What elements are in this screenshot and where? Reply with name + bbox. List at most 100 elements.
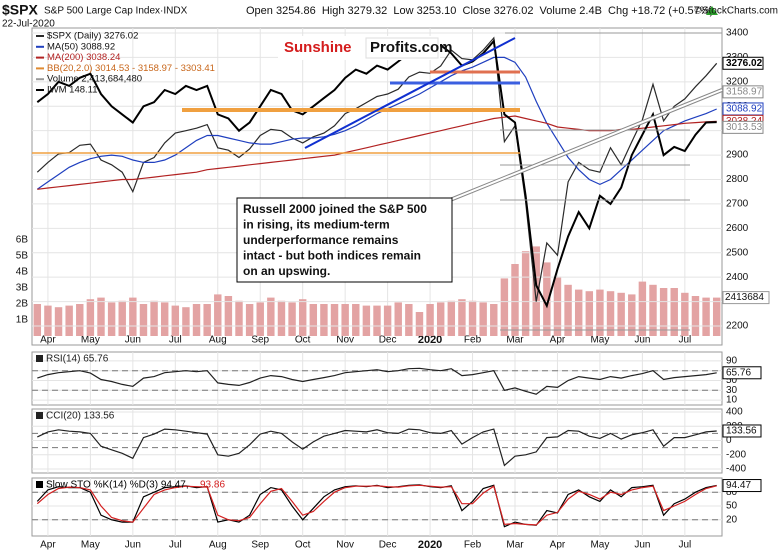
volume-bar bbox=[458, 299, 466, 336]
volume-bar bbox=[383, 305, 392, 336]
x-tick-label: Nov bbox=[336, 335, 354, 346]
price-tag-box bbox=[722, 56, 764, 70]
legend-label: MA(200) 3038.24 bbox=[47, 52, 120, 63]
volume-bar bbox=[320, 304, 328, 336]
x-tick-label: May bbox=[590, 335, 609, 346]
x-tick-label: Jun bbox=[125, 540, 141, 551]
legend-swatch bbox=[36, 481, 43, 488]
volume-bar bbox=[160, 302, 169, 336]
x-tick-label: Dec bbox=[379, 335, 397, 346]
volume-bar bbox=[171, 305, 180, 336]
x-tick-label: Nov bbox=[336, 540, 354, 551]
y-tick-label: 2800 bbox=[726, 174, 749, 185]
volume-bar bbox=[596, 289, 604, 336]
volume-bar bbox=[288, 302, 296, 336]
annotations: Sunshine Profits.com Russell 2000 joined… bbox=[32, 32, 723, 331]
volume-bar bbox=[107, 302, 116, 336]
x-tick-label: Mar bbox=[506, 335, 524, 346]
volume-bar bbox=[628, 294, 636, 336]
series-line bbox=[36, 38, 717, 309]
x-tick-label: May bbox=[81, 540, 100, 551]
x-tick-label: Sep bbox=[251, 540, 269, 551]
y-tick-label: 400 bbox=[726, 407, 743, 418]
volume-tick-label: 5B bbox=[16, 251, 29, 262]
value-tag-box bbox=[722, 479, 762, 493]
sto-panel bbox=[31, 477, 723, 537]
x-tick-label: 2020 bbox=[418, 539, 442, 551]
y-tick-label: 2600 bbox=[726, 223, 749, 234]
indicator-legend: RSI(14) 65.76 bbox=[46, 354, 109, 365]
x-tick-label: Jul bbox=[678, 540, 691, 551]
volume-bar bbox=[150, 300, 158, 336]
x-tick-label: Feb bbox=[464, 540, 482, 551]
series-line bbox=[36, 484, 717, 526]
volume-bar bbox=[86, 299, 95, 336]
x-tick-label: Jul bbox=[169, 540, 182, 551]
value-tag-box bbox=[722, 366, 762, 380]
volume-bar bbox=[44, 305, 52, 336]
callout-text: on an upswing. bbox=[243, 264, 330, 278]
series-line bbox=[37, 428, 717, 467]
x-tick-label: Mar bbox=[506, 540, 524, 551]
volume-bar bbox=[298, 299, 307, 336]
x-tick-label: Aug bbox=[209, 335, 227, 346]
price-tag: 3088.92 bbox=[726, 104, 763, 115]
volume-bar bbox=[405, 304, 413, 336]
indicator-legend: CCI(20) 133.56 bbox=[46, 411, 115, 422]
volume-bar bbox=[33, 304, 42, 336]
volume-bar bbox=[659, 288, 668, 336]
indicator-legend: Slow STO %K(14) %D(3) 94.47, bbox=[46, 480, 189, 491]
source: ©StockCharts.com bbox=[694, 6, 778, 17]
volume-bar bbox=[712, 297, 721, 336]
series-line bbox=[36, 36, 718, 302]
value-tag: 133.56 bbox=[726, 426, 757, 437]
volume-bar bbox=[543, 262, 551, 336]
rsi-panel bbox=[31, 351, 723, 406]
volume-bar bbox=[267, 297, 275, 336]
x-tick-label: Jun bbox=[634, 540, 650, 551]
logo-box bbox=[365, 37, 439, 59]
volume-bar bbox=[97, 297, 105, 336]
volume-tag-box bbox=[722, 291, 770, 305]
volume-bar bbox=[511, 264, 519, 336]
volume-bar bbox=[415, 312, 424, 336]
volume-tag: 2413684 bbox=[725, 292, 764, 303]
y-tick-label: 20 bbox=[726, 514, 738, 525]
quote: Open 3254.86 High 3279.32 Low 3253.10 Cl… bbox=[246, 5, 713, 17]
legend-swatch bbox=[36, 412, 43, 419]
x-tick-label: Aug bbox=[209, 540, 227, 551]
volume-bar bbox=[203, 304, 211, 336]
logo-profits: Profits.com bbox=[370, 39, 453, 56]
plot-area: Apr Apr May May Jun Jun Jul Jul Aug Aug Sep Sep Oct O… bbox=[16, 28, 770, 551]
volume-bar bbox=[118, 300, 126, 336]
callout-text: in rising, its medium-term bbox=[243, 218, 390, 232]
volume-bar bbox=[564, 284, 572, 336]
volume-tick-label: 2B bbox=[16, 299, 29, 310]
x-tick-label: May bbox=[590, 540, 609, 551]
volume-bar bbox=[192, 304, 201, 336]
volume-bar bbox=[617, 292, 625, 336]
legend-label: BB(20,2.0) 3014.53 - 3158.97 - 3303.41 bbox=[47, 63, 215, 74]
x-tick-label: Sep bbox=[251, 335, 269, 346]
series-line bbox=[37, 367, 717, 395]
y-tick-label: 30 bbox=[726, 385, 738, 396]
volume-bar bbox=[447, 300, 456, 336]
logo-sunshine: Sunshine bbox=[284, 39, 352, 56]
volume-bar bbox=[585, 291, 594, 336]
x-tick-label: Oct bbox=[295, 335, 311, 346]
volume-bar bbox=[606, 291, 615, 336]
y-tick-label: 50 bbox=[726, 375, 738, 386]
volume-tick-label: 6B bbox=[16, 235, 29, 246]
price-tag: 3158.97 bbox=[726, 86, 763, 97]
volume-bar bbox=[373, 305, 381, 336]
x-tick-label: Dec bbox=[379, 540, 397, 551]
volume-bar bbox=[309, 304, 318, 336]
volume-bar bbox=[245, 304, 254, 336]
volume-bar bbox=[638, 281, 647, 336]
y-tick-label: -200 bbox=[726, 449, 746, 460]
y-tick-label: 2200 bbox=[726, 321, 749, 332]
legend-label: $SPX (Daily) 3276.02 bbox=[47, 31, 138, 42]
volume-bar bbox=[426, 304, 434, 336]
volume-bar bbox=[468, 300, 477, 336]
